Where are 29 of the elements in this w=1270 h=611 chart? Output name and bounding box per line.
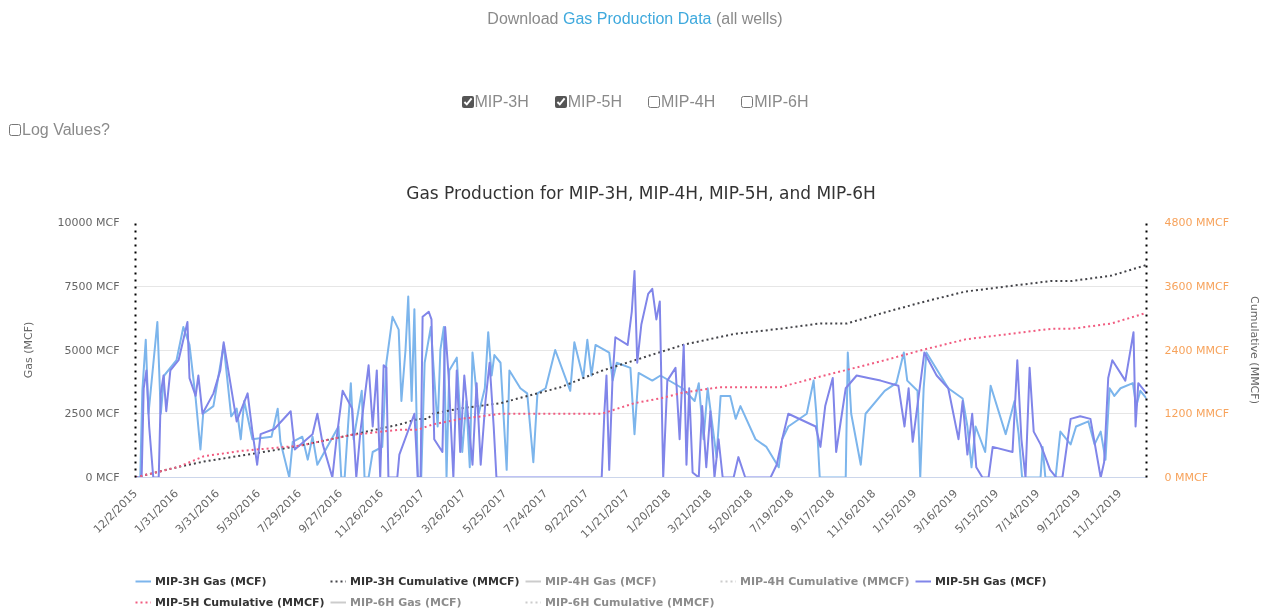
y-axis-title: Gas (MCF) <box>21 321 35 379</box>
y2-tick-label: 2400 MMCF <box>1164 343 1229 357</box>
y-tick-label: 10000 MCF <box>57 216 120 229</box>
y-tick-label: 5000 MCF <box>64 343 120 357</box>
legend-label: MIP-6H Gas (MCF) <box>350 594 463 610</box>
y2-tick-label: 0 MMCF <box>1164 471 1208 484</box>
y2-tick-label: 1200 MMCF <box>1164 407 1229 421</box>
legend-label: MIP-3H Cumulative (MMCF) <box>350 573 520 589</box>
y-tick-label: 7500 MCF <box>64 279 120 293</box>
legend-label: MIP-4H Gas (MCF) <box>545 573 658 589</box>
text: (all wells) <box>715 10 783 27</box>
text: Gas Production Data <box>562 10 712 27</box>
y-tick-label: 0 MCF <box>85 471 120 484</box>
text: Download <box>487 10 559 27</box>
text: Log Values? <box>21 120 110 140</box>
legend-label: MIP-4H Cumulative (MMCF) <box>740 573 910 589</box>
y2-tick-label: 3600 MMCF <box>1164 279 1229 293</box>
y-tick-label: 2500 MCF <box>64 407 120 421</box>
text: MIP-5H <box>566 92 622 112</box>
legend-label: MIP-5H Gas (MCF) <box>935 573 1048 589</box>
text: MIP-3H <box>473 92 529 112</box>
legend-label: MIP-6H Cumulative (MMCF) <box>545 594 715 610</box>
text: MIP-4H <box>660 92 716 112</box>
y2-tick-label: 4800 MMCF <box>1164 216 1229 229</box>
chart-title: Gas Production for MIP-3H, MIP-4H, MIP-5H, and MIP-6H <box>406 182 876 203</box>
legend-label: MIP-3H Gas (MCF) <box>155 573 268 589</box>
y2-axis-title: Cumulative (MMCF) <box>1247 296 1261 404</box>
text: MIP-6H <box>753 92 809 112</box>
legend-label: MIP-5H Cumulative (MMCF) <box>155 594 325 610</box>
